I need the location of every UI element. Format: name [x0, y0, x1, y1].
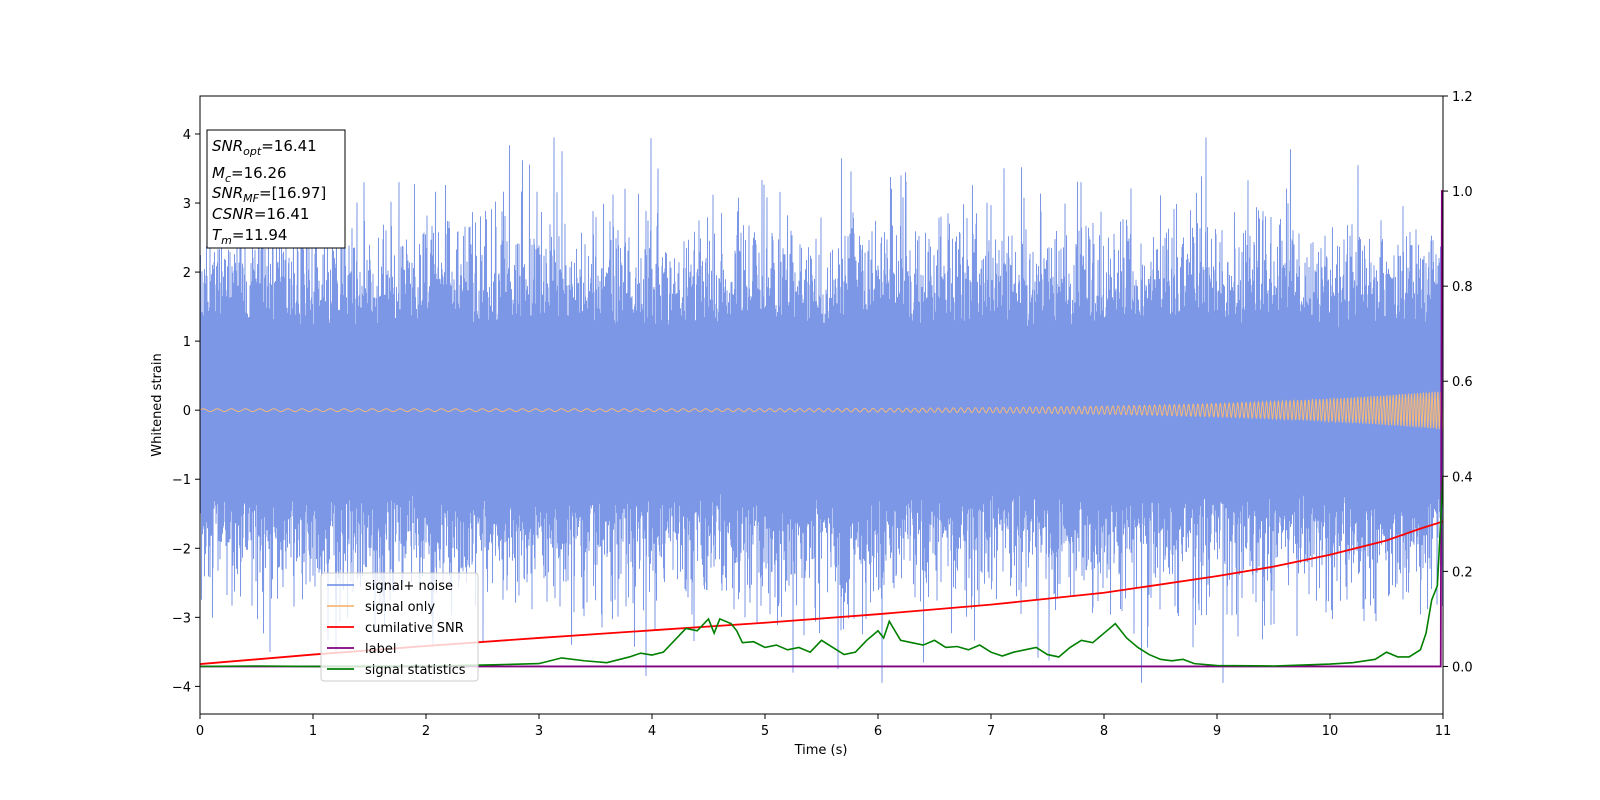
signal-only-line	[200, 391, 1443, 430]
legend-label: cumilative SNR	[365, 621, 464, 636]
y-tick-label: −2	[172, 542, 191, 557]
legend-label: signal+ noise	[365, 579, 453, 594]
x-tick-label: 11	[1435, 724, 1452, 739]
y-axis-label: Whitened strain	[150, 353, 165, 456]
annotation-line: SNRopt=16.41	[212, 137, 317, 158]
y-tick-label: 4	[183, 128, 191, 143]
x-tick-label: 2	[422, 724, 430, 739]
x-tick-label: 6	[874, 724, 882, 739]
y-tick-label: −3	[172, 611, 191, 626]
legend-box	[320, 572, 479, 682]
y-axis-left: −4 −3 −2 −1 0 1 2 3 4	[172, 128, 200, 695]
y-tick-label: −4	[172, 680, 191, 695]
signal-noise-line	[200, 137, 1443, 683]
y2-tick-label: 1.0	[1452, 185, 1473, 200]
legend: signal+ noise signal only cumilative SNR la…	[320, 572, 479, 682]
series-signal-statistics	[200, 476, 1443, 668]
y-tick-label: 2	[183, 266, 191, 281]
x-tick-label: 7	[987, 724, 995, 739]
x-tick-label: 4	[648, 724, 656, 739]
x-axis: 0 1 2 3 4 5 6 7 8 9 10 11	[196, 714, 1451, 739]
series-signal-noise	[200, 137, 1443, 683]
legend-label: signal statistics	[365, 663, 466, 678]
plot-frame	[199, 95, 1444, 715]
legend-label: signal only	[365, 600, 435, 615]
y-axis-right: 0.0 0.2 0.4 0.6 0.8 1.0 1.2	[1443, 90, 1473, 675]
signal-statistics-line	[200, 476, 1443, 668]
annotation-line: Mc=16.26	[212, 164, 287, 185]
y2-tick-label: 0.6	[1452, 375, 1473, 390]
annotation-line: CSNR=16.41	[212, 205, 309, 223]
x-tick-label: 9	[1213, 724, 1221, 739]
legend-label: label	[365, 642, 396, 657]
x-tick-label: 1	[309, 724, 317, 739]
series-signal-only	[200, 391, 1443, 430]
x-axis-label: Time (s)	[794, 743, 848, 758]
y2-tick-label: 0.4	[1452, 470, 1473, 485]
y-tick-label: 0	[183, 404, 191, 419]
y-tick-label: −1	[172, 473, 191, 488]
stats-annotation: SNRopt=16.41 Mc=16.26SNRMF=[16.97]CSNR=16…	[206, 129, 346, 249]
x-tick-label: 10	[1322, 724, 1339, 739]
y2-tick-label: 0.0	[1452, 660, 1473, 675]
x-tick-label: 0	[196, 724, 204, 739]
y2-tick-label: 0.2	[1452, 565, 1473, 580]
series-label	[200, 190, 1443, 668]
y-tick-label: 1	[183, 335, 191, 350]
y2-tick-label: 1.2	[1452, 90, 1473, 105]
annotation-line: SNRMF=[16.97]	[212, 184, 326, 205]
x-tick-label: 3	[535, 724, 543, 739]
label-line	[200, 190, 1443, 668]
x-tick-label: 8	[1100, 724, 1108, 739]
y2-tick-label: 0.8	[1452, 280, 1473, 295]
annotation-box	[206, 129, 346, 249]
y-tick-label: 3	[183, 197, 191, 212]
x-tick-label: 5	[761, 724, 769, 739]
annotation-line: Tm=11.94	[212, 226, 287, 247]
